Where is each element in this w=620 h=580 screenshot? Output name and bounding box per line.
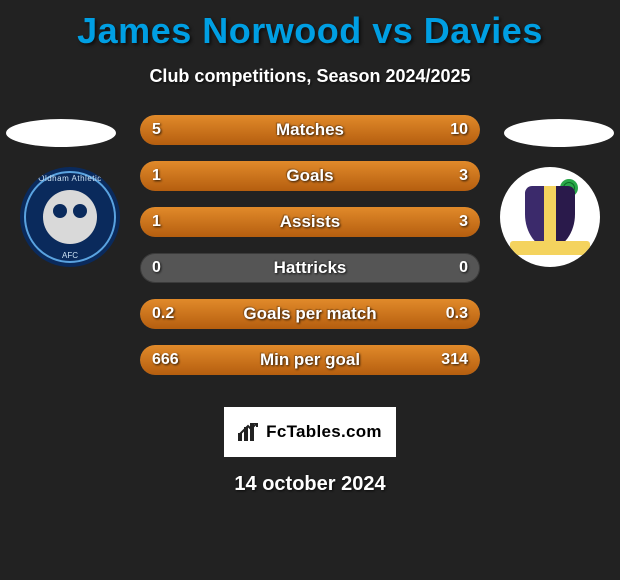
stat-value-right: 3: [459, 161, 468, 191]
stat-label: Goals: [140, 161, 480, 191]
stat-value-right: 314: [441, 345, 468, 375]
stat-value-left: 5: [152, 115, 161, 145]
crest-halo-left: [6, 119, 116, 147]
crest-halo-right: [504, 119, 614, 147]
stat-value-left: 0: [152, 253, 161, 283]
logo-text: FcTables.com: [266, 422, 382, 442]
stat-row: Assists1 3: [140, 207, 480, 237]
ribbon-icon: [510, 241, 590, 255]
team-crest-left: Oldham Athletic AFC: [20, 167, 120, 267]
fctables-logo: FcTables.com: [224, 407, 396, 457]
bars-icon: [238, 423, 260, 441]
stat-row: Goals1 3: [140, 161, 480, 191]
crest-left-text-bottom: AFC: [20, 251, 120, 260]
stat-label: Min per goal: [140, 345, 480, 375]
owl-icon: [43, 190, 97, 244]
stat-row: Min per goal666 314: [140, 345, 480, 375]
stat-row: Matches5 10: [140, 115, 480, 145]
stat-label: Assists: [140, 207, 480, 237]
stat-label: Goals per match: [140, 299, 480, 329]
stat-row: Hattricks0 0: [140, 253, 480, 283]
stat-label: Matches: [140, 115, 480, 145]
stat-value-left: 1: [152, 161, 161, 191]
team-crest-right: [500, 167, 600, 267]
stat-value-right: 0.3: [446, 299, 468, 329]
crest-left-text-top: Oldham Athletic: [20, 174, 120, 183]
stat-value-left: 1: [152, 207, 161, 237]
comparison-area: Oldham Athletic AFC Matches510Goals13Ass…: [0, 115, 620, 395]
shield-icon: [525, 186, 575, 248]
stat-row: Goals per match0.2 0.3: [140, 299, 480, 329]
stat-value-left: 666: [152, 345, 179, 375]
date-label: 14 october 2024: [0, 473, 620, 496]
page-title: James Norwood vs Davies: [0, 0, 620, 52]
stat-value-right: 10: [450, 115, 468, 145]
stat-value-right: 3: [459, 207, 468, 237]
stat-label: Hattricks: [140, 253, 480, 283]
stat-value-right: 0: [459, 253, 468, 283]
subtitle: Club competitions, Season 2024/2025: [0, 66, 620, 87]
stat-value-left: 0.2: [152, 299, 174, 329]
stat-bars: Matches510Goals13Assists13Hattricks00Goa…: [140, 115, 480, 391]
